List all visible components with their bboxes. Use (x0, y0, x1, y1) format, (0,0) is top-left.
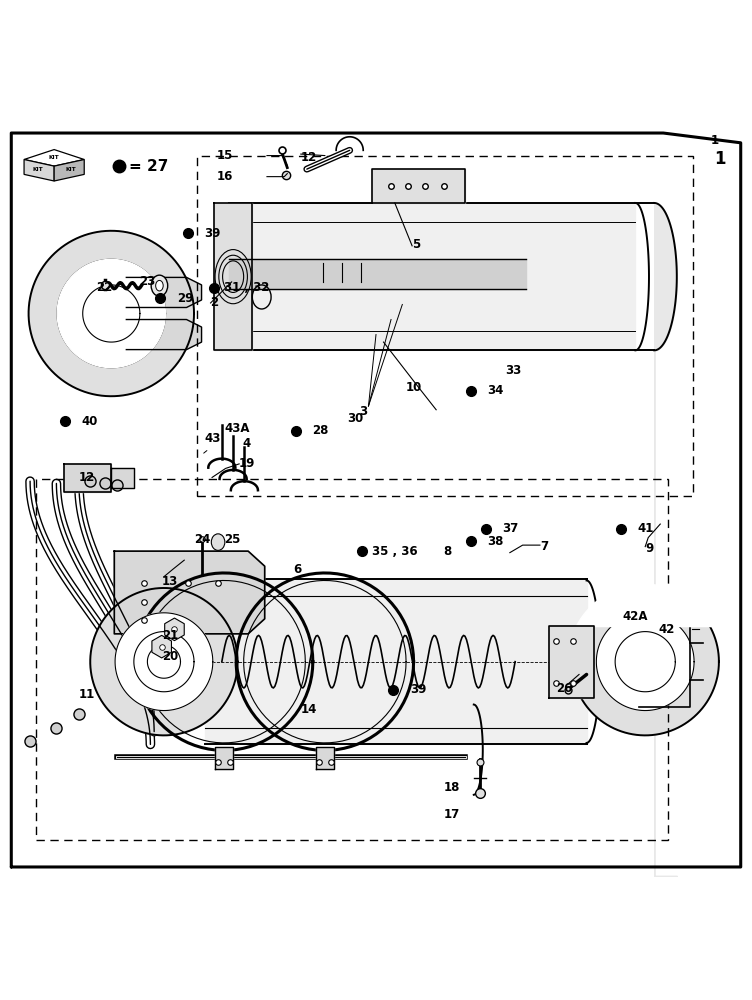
Text: 26: 26 (556, 682, 573, 694)
Text: 2: 2 (211, 296, 219, 309)
Text: 12: 12 (301, 151, 317, 164)
Text: 19: 19 (239, 457, 256, 470)
Text: 21: 21 (162, 629, 178, 642)
Text: KIT: KIT (49, 155, 59, 160)
Polygon shape (54, 159, 84, 181)
Text: 9: 9 (645, 542, 653, 555)
Polygon shape (214, 203, 252, 350)
Text: 6: 6 (293, 563, 302, 576)
Text: KIT: KIT (65, 167, 76, 172)
Polygon shape (29, 231, 194, 396)
Text: 22: 22 (96, 281, 113, 294)
Polygon shape (57, 259, 165, 368)
Polygon shape (572, 588, 719, 735)
Text: 28: 28 (312, 424, 329, 437)
Text: 39: 39 (205, 227, 221, 240)
Polygon shape (615, 632, 675, 692)
Polygon shape (147, 645, 180, 678)
Text: 1: 1 (714, 150, 726, 168)
Text: 35 , 36: 35 , 36 (372, 545, 418, 558)
Text: 25: 25 (224, 533, 241, 546)
Text: 42A: 42A (623, 610, 648, 623)
Text: 33: 33 (505, 364, 522, 377)
Text: 17: 17 (444, 808, 460, 821)
Text: = 27: = 27 (129, 159, 168, 174)
Polygon shape (229, 259, 526, 289)
Text: 43: 43 (205, 432, 221, 445)
Text: 42: 42 (658, 623, 675, 636)
Text: 14: 14 (301, 703, 317, 716)
Polygon shape (549, 626, 594, 698)
Text: 37: 37 (502, 522, 519, 535)
Text: 20: 20 (162, 650, 178, 663)
Text: 4: 4 (242, 437, 250, 450)
Ellipse shape (156, 280, 163, 291)
Bar (197, 156, 693, 496)
Polygon shape (111, 468, 134, 488)
Polygon shape (134, 632, 194, 692)
Text: 38: 38 (487, 535, 504, 548)
Polygon shape (229, 203, 635, 350)
Text: 29: 29 (177, 292, 193, 305)
Text: 1: 1 (711, 134, 719, 147)
Text: 12: 12 (79, 471, 96, 484)
Text: 30: 30 (347, 412, 364, 425)
Polygon shape (372, 169, 465, 203)
Text: 43A: 43A (224, 422, 250, 435)
Polygon shape (24, 150, 84, 166)
Polygon shape (90, 588, 238, 735)
Text: 5: 5 (412, 238, 420, 251)
Ellipse shape (211, 534, 225, 550)
Text: 11: 11 (79, 688, 96, 701)
Polygon shape (215, 747, 233, 769)
Text: 16: 16 (217, 170, 233, 183)
Text: 7: 7 (540, 540, 548, 553)
Polygon shape (24, 159, 54, 181)
Polygon shape (126, 277, 202, 307)
Text: 3: 3 (359, 405, 368, 418)
Polygon shape (64, 464, 111, 492)
Text: 15: 15 (217, 149, 233, 162)
Text: 34: 34 (487, 384, 504, 397)
Text: 10: 10 (406, 381, 423, 394)
Text: 31 , 32: 31 , 32 (224, 281, 269, 294)
Polygon shape (576, 584, 714, 627)
Polygon shape (205, 579, 587, 744)
Text: KIT: KIT (32, 167, 43, 172)
Text: 13: 13 (162, 575, 178, 588)
Polygon shape (316, 747, 334, 769)
Polygon shape (114, 551, 265, 634)
Bar (36, 479, 668, 840)
Text: 8: 8 (444, 545, 452, 558)
Text: 23: 23 (139, 275, 156, 288)
Polygon shape (115, 613, 213, 711)
Text: 39: 39 (410, 683, 426, 696)
Text: 41: 41 (638, 522, 654, 535)
Ellipse shape (151, 275, 168, 296)
Polygon shape (126, 320, 202, 350)
Text: 40: 40 (81, 415, 98, 428)
Polygon shape (596, 613, 694, 711)
Text: 18: 18 (444, 781, 460, 794)
Text: 24: 24 (194, 533, 211, 546)
